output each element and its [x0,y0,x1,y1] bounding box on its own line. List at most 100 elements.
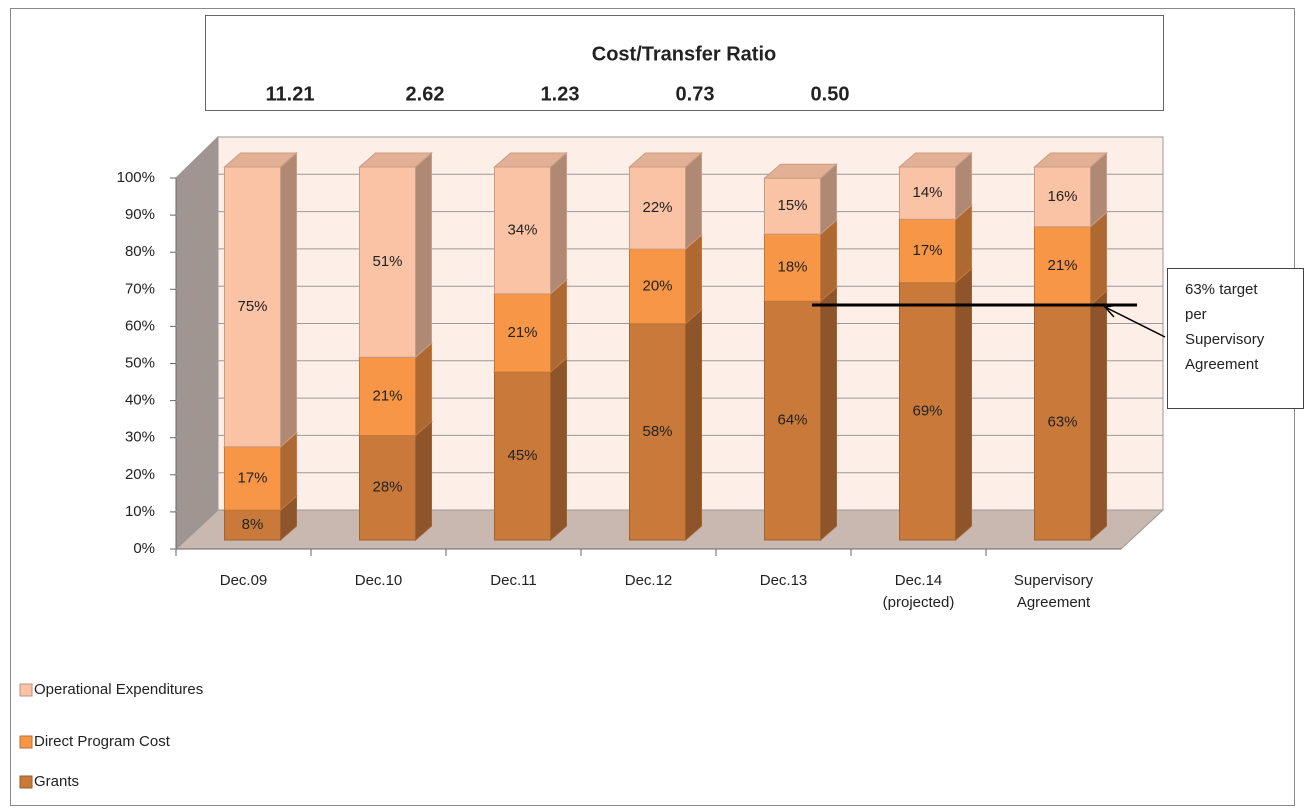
bar-side [685,233,702,325]
bar [494,293,551,373]
data-label: 58% [642,423,672,440]
ratio-value: 11.21 [266,83,315,105]
grid-line [175,136,219,179]
bar-side [415,342,432,437]
annotation-text: Supervisory [1185,331,1265,348]
bar-side [1090,289,1107,542]
legend-label: Operational Expenditures [34,681,203,698]
bar [629,323,686,541]
bar [899,166,956,220]
data-label: 51% [372,253,402,270]
data-label: 69% [912,402,942,419]
x-tick-label: Dec.10 [355,572,403,589]
bar [1034,226,1091,306]
bar [359,166,416,358]
bar-side [955,267,972,542]
x-tick-label: Supervisory Agreement [1014,572,1094,611]
data-label: 17% [912,242,942,259]
data-label: 18% [777,259,807,276]
bar [629,248,686,325]
legend-swatch [19,735,33,749]
grid-line [175,509,219,550]
x-tick-label: Dec.09 [220,572,268,589]
bar-side [415,151,432,359]
ratio-box [205,15,1164,111]
y-tick-label: 40% [125,392,155,409]
legend-swatch [19,775,33,789]
bar [899,282,956,541]
bar [1034,166,1091,228]
grid-line [175,248,219,290]
bar [764,233,821,302]
y-tick-label: 50% [125,354,155,371]
y-tick-label: 90% [125,206,155,223]
annotation-text: per [1185,306,1207,323]
y-tick-label: 0% [133,540,155,557]
bar [899,218,956,284]
x-tick-line: Supervisory [1014,572,1094,589]
data-label: 21% [372,387,402,404]
bar [764,177,821,235]
bar [359,435,416,541]
annotation-box [1167,268,1304,409]
bar [494,371,551,541]
y-tick-label: 20% [125,466,155,483]
data-label: 14% [912,184,942,201]
x-tick-label: Dec.13 [760,572,808,589]
bar-side [550,151,567,295]
data-label: 15% [777,197,807,214]
data-label: 63% [1047,413,1077,430]
grid-line [175,285,219,327]
x-tick-label: Dec.14 (projected) [883,572,955,611]
data-label: 28% [372,479,402,496]
grid-line [175,472,219,513]
annotation-text: Agreement [1185,356,1259,373]
data-label: 16% [1047,188,1077,205]
bar [224,166,281,448]
x-tick-label: Dec.12 [625,572,673,589]
x-tick-line: Dec.14 [895,572,943,589]
legend-label: Direct Program Cost [34,733,171,750]
data-label: 17% [237,469,267,486]
bar-side [685,308,702,542]
data-label: 45% [507,447,537,464]
bar-side [820,286,837,542]
bar-side [550,357,567,542]
annotation-text: 63% target [1185,281,1258,298]
bar [224,509,281,541]
data-label: 22% [642,199,672,216]
y-tick-label: 10% [125,503,155,520]
arrow-head [1103,304,1119,318]
data-label: 64% [777,412,807,429]
annotation-arrow [1104,306,1166,338]
grid-line [175,173,219,216]
bar-side [280,151,297,448]
bar [629,166,686,250]
bar-side [1090,211,1107,307]
data-label: 21% [1047,257,1077,274]
grid-line [175,323,219,364]
bar-side [550,278,567,374]
bar [224,446,281,511]
y-tick-label: 60% [125,317,155,334]
ratio-value: 0.50 [811,83,850,105]
bar-side [415,420,432,542]
bar [494,166,551,295]
grid-line [175,211,219,253]
bar-side [685,151,702,251]
bar [359,356,416,437]
data-label: 21% [507,324,537,341]
y-tick-label: 100% [117,169,155,186]
data-label: 20% [642,277,672,294]
ratio-value: 0.73 [676,83,715,105]
y-tick-label: 70% [125,280,155,297]
y-tick-label: 30% [125,429,155,446]
grid-line [175,397,219,439]
ratio-title: Cost/Transfer Ratio [592,43,776,65]
data-label: 34% [507,221,537,238]
grid-line [175,360,219,401]
grid-line [175,435,219,476]
y-tick-label: 80% [125,243,155,260]
